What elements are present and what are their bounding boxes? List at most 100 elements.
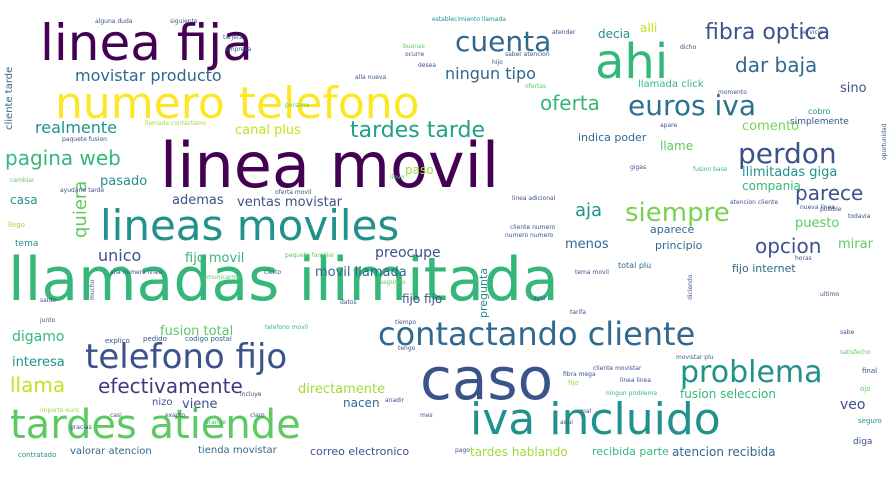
word: segundo [380, 279, 406, 286]
word: llame [660, 139, 694, 153]
word: dicho [680, 44, 697, 51]
word: fijo [568, 379, 579, 387]
word: explico [105, 337, 130, 345]
word: perdon [738, 137, 837, 170]
word: movistar plu [676, 354, 714, 361]
word: posible [820, 206, 842, 213]
word: ningun problema [606, 390, 658, 397]
word: fijo movil [185, 251, 245, 266]
word: decia [598, 27, 631, 41]
word: fusion base [693, 166, 728, 173]
word: lineas moviles [100, 201, 400, 250]
word: cliente tarde [4, 66, 15, 130]
word: ademas [172, 193, 224, 208]
word: pasado [100, 174, 148, 189]
word: tienda movistar [198, 445, 277, 456]
word: persona [285, 102, 310, 109]
word: oferta [540, 91, 600, 115]
word: contratado [18, 451, 57, 459]
word: contactando cliente [378, 315, 696, 353]
word: compania [742, 179, 801, 193]
word: canal plus [235, 123, 301, 138]
word: fibra optica [705, 20, 831, 45]
word: apare [660, 122, 678, 129]
word: exacto [165, 412, 186, 419]
word: momento [718, 89, 747, 96]
word: mirar [838, 237, 873, 252]
word: nueva linea [800, 204, 835, 211]
word: linea adicional [512, 195, 556, 202]
word: llamadas ilimitada [8, 245, 559, 315]
word: opcion [755, 234, 822, 258]
word: cuenta [455, 25, 552, 58]
word: oportunidad [881, 123, 888, 160]
word: orange [205, 419, 227, 426]
word: siempre [625, 198, 730, 228]
word: efectivamente [98, 374, 243, 398]
word: unico [98, 246, 142, 265]
word: atencion cliente [730, 199, 779, 206]
word: cobro [808, 107, 831, 116]
word: mucho [89, 279, 96, 300]
word: ningun tipo [445, 64, 536, 83]
word: euros iva [628, 89, 756, 122]
word: iva incluido [470, 394, 721, 445]
word: seguro [858, 417, 882, 425]
word: puesto [795, 216, 840, 231]
word: llamada click [638, 79, 704, 90]
word: junto [40, 317, 56, 324]
word: linea linea [620, 377, 651, 384]
word: fusion total [160, 324, 234, 339]
word: alla nueva [355, 74, 387, 81]
word: sino [840, 81, 867, 96]
word: aqui [560, 419, 573, 426]
word: llevo [390, 174, 405, 181]
word: siguiente [170, 18, 198, 25]
word: atencion recibida [672, 445, 776, 459]
word: digamo [12, 329, 65, 345]
word: fibra mega [563, 371, 596, 378]
word: satisfecho [840, 349, 871, 356]
word: tardes hablando [470, 445, 568, 459]
word: realmente [35, 118, 118, 137]
word: datos [340, 299, 357, 306]
word: ilimitadas giga [742, 165, 838, 180]
word: anadir [385, 397, 405, 404]
word: alli [640, 21, 658, 35]
word: atender [552, 29, 576, 36]
word: directamente [298, 382, 386, 397]
word: principio [655, 239, 703, 252]
word: simplemente [790, 117, 849, 127]
word: horas [795, 255, 812, 262]
word: sabe [840, 329, 855, 336]
word: ayudarle tarde [60, 187, 105, 194]
word: cambiar [10, 177, 35, 184]
word: total plu [618, 261, 652, 270]
word: valorar atencion [70, 446, 152, 457]
word: todavia [848, 213, 871, 220]
word: ahi [595, 34, 669, 90]
word: linea fija [40, 14, 253, 72]
word: fijo internet [732, 262, 796, 275]
word: desea [418, 62, 436, 69]
word: mal [580, 408, 592, 415]
word: llego [8, 221, 25, 229]
word: establecimiento llamada [432, 16, 506, 23]
word: empresa [225, 46, 252, 53]
word: ojo [860, 385, 871, 393]
word: importe euro [40, 407, 79, 414]
word: saber atencion [505, 51, 550, 58]
word: codigo postal [185, 335, 232, 343]
word: tema [15, 239, 39, 249]
word: numero telefono [55, 78, 420, 129]
word: saldo [40, 297, 56, 304]
word: casa [10, 193, 38, 207]
word: hijo [492, 59, 503, 66]
word: parece [795, 181, 864, 205]
word: paquete fusion [62, 136, 107, 143]
word: llamada contactamo [145, 120, 207, 127]
word: ultimo [820, 291, 840, 298]
word: diga [853, 437, 873, 447]
word: pregunta [477, 267, 490, 318]
word: gigas [630, 164, 647, 171]
